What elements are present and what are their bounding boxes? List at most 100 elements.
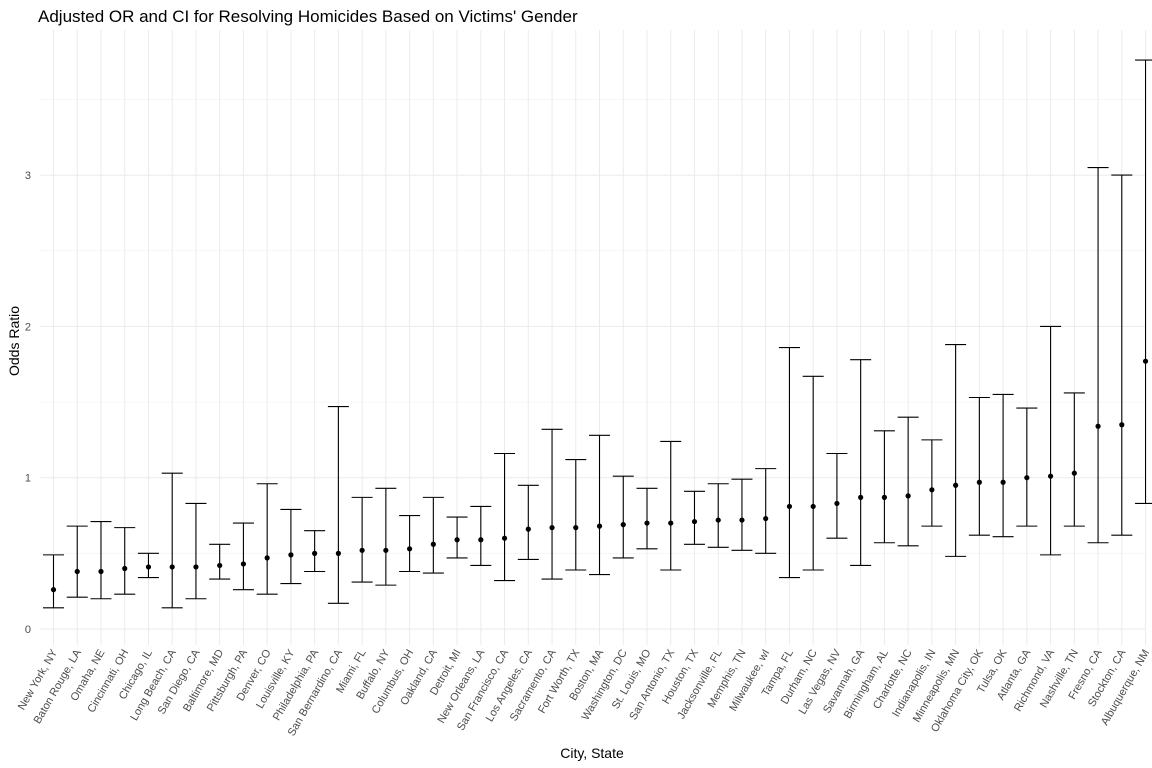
estimate-point [1119, 422, 1125, 428]
errorbar [778, 347, 800, 579]
errorbar [945, 344, 967, 557]
errorbar [90, 521, 112, 600]
errorbar [232, 522, 254, 591]
estimate-point [501, 535, 508, 541]
y-axis-title: Odds Ratio [6, 306, 22, 376]
estimate-point [644, 520, 650, 526]
estimate-point [169, 564, 175, 570]
estimate-point [312, 550, 318, 556]
estimate-point [478, 537, 484, 543]
errorbar [280, 508, 302, 585]
estimate-point [145, 564, 152, 570]
y-tick-label: 0 [25, 624, 31, 636]
errorbar [660, 440, 682, 571]
estimate-point [1047, 473, 1054, 479]
estimate-point [858, 494, 864, 500]
errorbar [304, 530, 326, 573]
estimate-point [620, 522, 626, 528]
chart-title: Adjusted OR and CI for Resolving Homicid… [38, 7, 578, 26]
estimate-point [976, 479, 982, 485]
errorbar [422, 496, 444, 574]
errorbar [1135, 59, 1152, 504]
estimate-point [98, 568, 104, 575]
y-tick-label: 2 [25, 321, 31, 333]
data-marks [43, 59, 1152, 609]
estimate-point [905, 493, 911, 499]
estimate-point [335, 550, 341, 556]
estimate-point [763, 515, 769, 522]
estimate-point [953, 482, 959, 488]
errorbar [517, 484, 539, 560]
errorbar [161, 472, 183, 609]
estimate-point [193, 564, 199, 570]
estimate-point [454, 537, 460, 543]
errorbar [137, 552, 159, 579]
estimate-point [240, 561, 247, 567]
errorbar [826, 452, 848, 539]
errorbar [1111, 174, 1133, 536]
estimate-point [715, 517, 721, 523]
estimate-point [430, 541, 436, 547]
estimate-point [691, 518, 698, 525]
estimate-point [739, 517, 745, 523]
estimate-point [1071, 470, 1077, 476]
errorbar [399, 514, 421, 573]
errorbar [612, 475, 634, 559]
errorbar [43, 554, 64, 609]
estimate-point [383, 547, 389, 553]
errorbar [755, 468, 777, 554]
errorbar [921, 439, 943, 527]
errorbar [66, 525, 88, 598]
estimate-point [573, 525, 579, 531]
errorbar [327, 406, 349, 604]
errorbar [802, 375, 824, 571]
errorbar [1016, 407, 1038, 527]
errorbar [1063, 392, 1085, 527]
errorbar [589, 434, 611, 576]
errorbar [375, 487, 397, 586]
estimate-point [74, 568, 80, 575]
estimate-point [1142, 358, 1149, 364]
errorbar [351, 496, 373, 583]
estimate-point [264, 555, 270, 561]
estimate-point [786, 503, 793, 510]
errorbar [446, 516, 468, 559]
x-axis-title: City, State [560, 745, 624, 761]
errorbar [873, 430, 895, 544]
errorbar [185, 502, 207, 600]
estimate-point [1024, 475, 1030, 481]
errorbar [470, 505, 492, 567]
errorbar [683, 490, 705, 545]
errorbar [992, 393, 1014, 538]
estimate-point [1000, 479, 1006, 485]
estimate-point [596, 523, 603, 529]
errorbar [850, 359, 872, 567]
estimate-point [668, 520, 674, 526]
errorbar [114, 527, 136, 595]
errorbar [541, 428, 563, 580]
estimate-point [929, 487, 935, 493]
estimate-point [50, 587, 57, 593]
estimate-point [288, 552, 294, 558]
y-axis-ticks: 0 1 2 3 [25, 170, 31, 636]
estimate-point [549, 525, 555, 531]
errorbar [565, 458, 587, 571]
errorbar [636, 487, 658, 550]
y-tick-label: 3 [25, 170, 31, 182]
estimate-point [407, 546, 413, 552]
errorbar [256, 483, 278, 595]
estimate-point [834, 500, 840, 507]
y-tick-label: 1 [25, 473, 31, 485]
estimate-point [122, 565, 128, 572]
estimate-point [1095, 423, 1101, 429]
errorbar [209, 543, 231, 580]
errorbar [494, 452, 516, 582]
errorbar [707, 483, 729, 548]
errorbar [1040, 325, 1062, 556]
estimate-point [359, 547, 365, 553]
errorbar [897, 416, 919, 547]
estimate-point [810, 503, 816, 510]
errorbar [731, 478, 753, 551]
errorbar [968, 396, 990, 536]
